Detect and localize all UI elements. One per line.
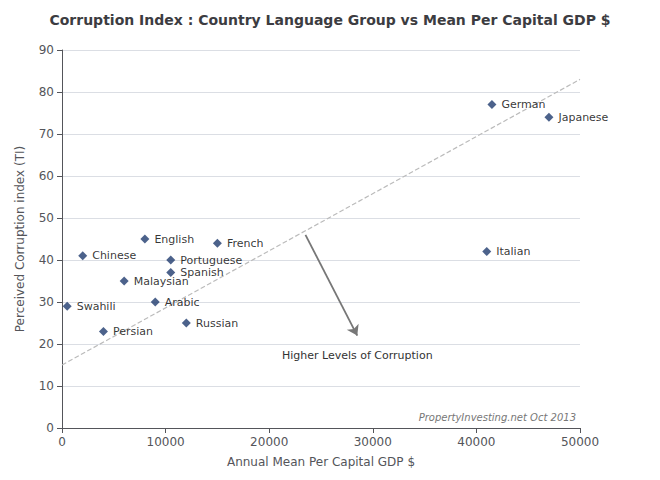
- svg-text:60: 60: [39, 169, 54, 183]
- svg-text:Perceived Corruption index (TI: Perceived Corruption index (TI): [13, 146, 27, 332]
- svg-text:English: English: [154, 233, 194, 246]
- svg-text:German: German: [501, 98, 545, 111]
- svg-text:30: 30: [39, 295, 54, 309]
- svg-text:Japanese: Japanese: [557, 111, 608, 124]
- svg-text:Russian: Russian: [196, 317, 238, 330]
- svg-text:10: 10: [39, 379, 54, 393]
- svg-text:0: 0: [46, 421, 54, 435]
- svg-text:French: French: [227, 237, 264, 250]
- svg-text:Higher Levels of Corruption: Higher Levels of Corruption: [282, 349, 433, 362]
- svg-text:Chinese: Chinese: [92, 249, 136, 262]
- svg-text:Corruption Index : Country Lan: Corruption Index : Country Language Grou…: [49, 12, 610, 28]
- svg-text:10000: 10000: [147, 435, 185, 449]
- svg-text:40000: 40000: [457, 435, 495, 449]
- svg-text:Italian: Italian: [496, 245, 530, 258]
- svg-text:Arabic: Arabic: [165, 296, 200, 309]
- svg-text:PropertyInvesting.net Oct 2013: PropertyInvesting.net Oct 2013: [419, 412, 576, 423]
- svg-text:Annual Mean Per Capital GDP $: Annual Mean Per Capital GDP $: [227, 455, 415, 469]
- svg-text:Portuguese: Portuguese: [180, 254, 242, 267]
- svg-text:Malaysian: Malaysian: [133, 274, 189, 288]
- svg-text:50000: 50000: [561, 435, 599, 449]
- svg-text:70: 70: [39, 127, 54, 141]
- svg-text:Spanish: Spanish: [180, 266, 223, 279]
- svg-text:Persian: Persian: [113, 325, 153, 338]
- svg-text:Swahili: Swahili: [77, 300, 116, 313]
- svg-text:50: 50: [39, 211, 54, 225]
- svg-text:20000: 20000: [250, 435, 288, 449]
- svg-text:30000: 30000: [354, 435, 392, 449]
- svg-text:0: 0: [58, 435, 66, 449]
- svg-text:90: 90: [39, 43, 54, 57]
- svg-text:20: 20: [39, 337, 54, 351]
- svg-text:40: 40: [39, 253, 54, 267]
- svg-text:80: 80: [39, 85, 54, 99]
